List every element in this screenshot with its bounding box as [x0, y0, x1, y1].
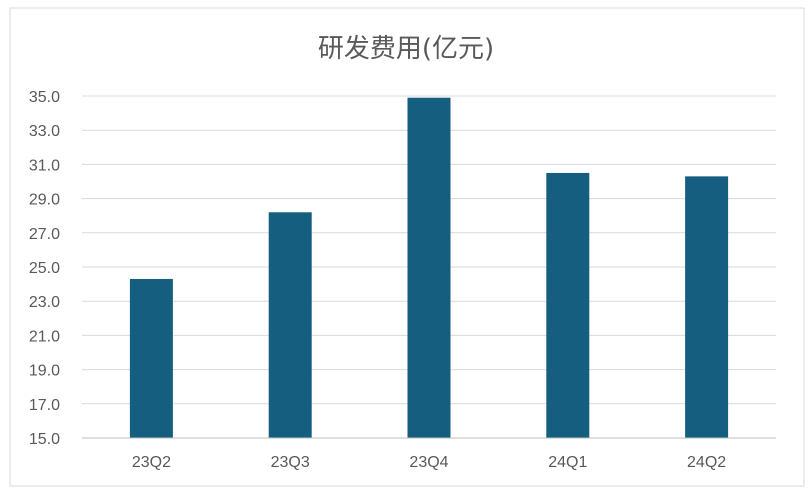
x-tick-label: 23Q4 — [409, 454, 448, 471]
y-tick-label: 35.0 — [29, 89, 60, 106]
bar-23q4 — [407, 97, 451, 439]
y-tick-label: 27.0 — [29, 226, 60, 243]
x-axis-ticks: 23Q2 23Q3 23Q4 24Q1 24Q2 — [132, 454, 726, 471]
y-tick-label: 21.0 — [29, 328, 60, 345]
y-tick-label: 23.0 — [29, 294, 60, 311]
y-tick-label: 31.0 — [29, 157, 60, 174]
x-tick-label: 23Q2 — [132, 454, 171, 471]
bar-23q3 — [268, 212, 312, 438]
x-tick-label: 24Q1 — [548, 454, 587, 471]
y-tick-label: 25.0 — [29, 260, 60, 277]
y-tick-label: 29.0 — [29, 192, 60, 209]
chart-title: 研发费用(亿元) — [318, 34, 494, 64]
x-tick-label: 23Q3 — [271, 454, 310, 471]
bar-23q2 — [129, 278, 173, 438]
bars — [129, 97, 729, 439]
y-tick-label: 17.0 — [29, 397, 60, 414]
bar-24q2 — [685, 176, 729, 438]
y-tick-label: 33.0 — [29, 123, 60, 140]
chart-frame — [9, 7, 805, 487]
y-tick-label: 15.0 — [29, 431, 60, 448]
y-axis-ticks: 15.0 17.0 19.0 21.0 23.0 25.0 27.0 29.0 31.0 33.0… — [29, 89, 60, 448]
y-tick-label: 19.0 — [29, 363, 60, 380]
bar-24q1 — [546, 172, 590, 438]
x-tick-label: 24Q2 — [687, 454, 726, 471]
